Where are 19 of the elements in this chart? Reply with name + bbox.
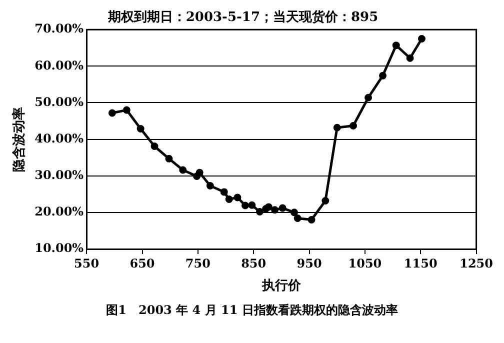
x-axis-title: 执行价 [260,278,302,294]
chart-title: 期权到期日：2003-5-17；当天现货价：895 [106,9,378,26]
y-tick-label: 30.00% [34,168,84,182]
y-tick-label: 70.00% [34,22,84,36]
x-tick-label: 950 [296,256,322,270]
y-tick-label: 20.00% [34,204,84,219]
y-tick-label: 40.00% [34,131,84,146]
x-tick-label: 750 [185,256,210,270]
x-tick-label: 650 [130,256,155,270]
x-tick-label: 550 [74,256,100,270]
x-tick-label: 1050 [348,256,382,270]
x-tick-label: 1250 [460,256,494,270]
x-tick-label: 1150 [404,256,438,270]
y-tick-label: 10.00% [34,241,84,256]
y-tick-label: 60.00% [34,58,84,72]
x-tick-label: 850 [241,256,266,270]
y-tick-label: 50.00% [34,94,84,109]
caption: 图1 2003 年 4 月 11 日指数看跌期权的隐含波动率 [105,302,399,319]
y-axis-title: 隐含波动率 [11,106,28,172]
